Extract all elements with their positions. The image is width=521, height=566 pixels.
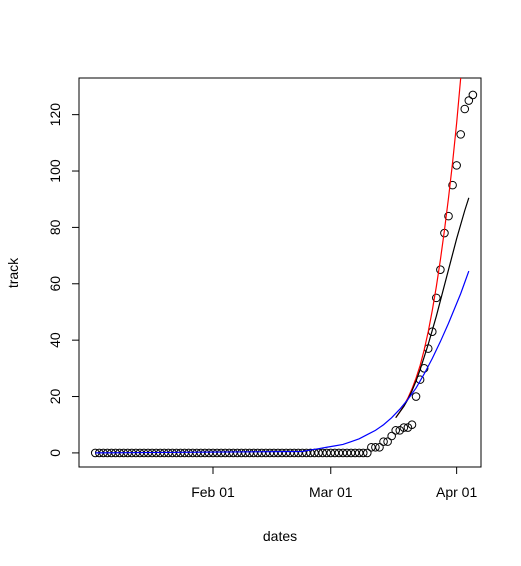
x-axis-title: dates: [263, 528, 297, 544]
data-point: [388, 432, 396, 440]
x-tick-label: Feb 01: [191, 484, 235, 500]
series-line-3: [95, 271, 469, 453]
y-tick-label: 40: [47, 332, 63, 348]
plot-frame: [79, 78, 481, 467]
y-tick-label: 60: [47, 276, 63, 292]
y-tick-label: 20: [47, 389, 63, 405]
data-point: [453, 162, 461, 170]
y-tick-label: 80: [47, 219, 63, 235]
y-tick-label: 0: [47, 449, 63, 457]
data-point: [457, 131, 465, 139]
data-point: [412, 393, 420, 401]
data-point: [461, 105, 469, 113]
y-tick-label: 100: [47, 159, 63, 183]
series-layer: [91, 78, 476, 457]
y-axis-title: track: [5, 257, 21, 288]
data-point: [465, 97, 473, 105]
data-point: [469, 91, 477, 99]
x-tick-label: Mar 01: [309, 484, 353, 500]
data-point: [437, 266, 445, 274]
y-tick-label: 120: [47, 103, 63, 127]
y-axis: 0 20 40 60 80 100 120: [47, 103, 79, 457]
x-tick-label: Apr 01: [436, 484, 477, 500]
x-axis: Feb 01 Mar 01 Apr 01: [191, 467, 477, 500]
